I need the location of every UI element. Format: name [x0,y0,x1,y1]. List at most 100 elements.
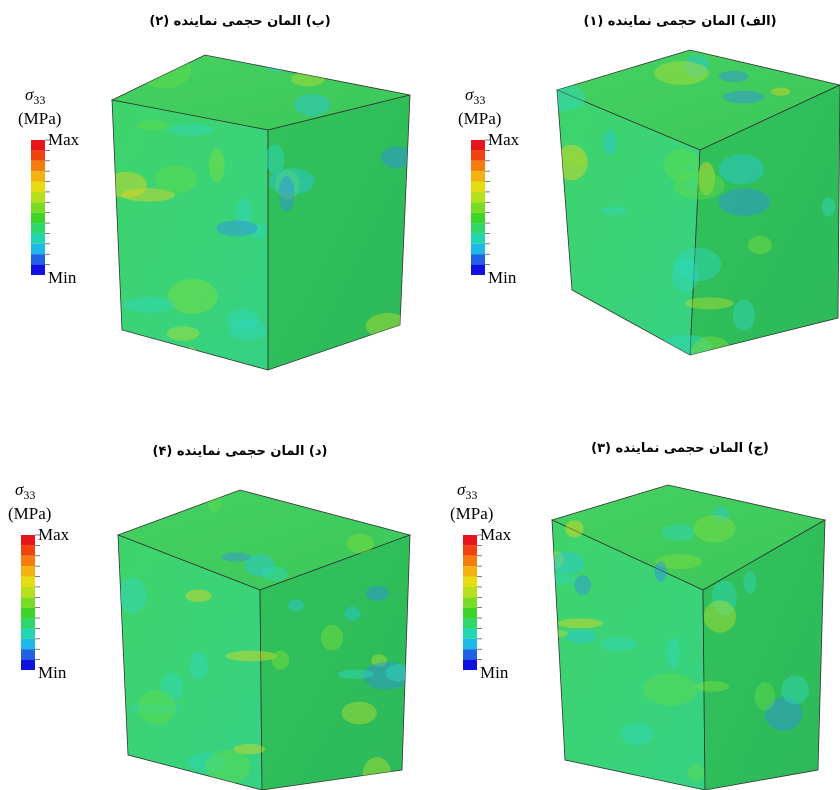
contour-spot [821,197,836,217]
legend-unit: (MPa) [8,504,51,523]
legend-swatch [471,233,485,244]
contour-spot [732,299,755,331]
contour-spot [365,585,389,601]
contour-spot [566,629,597,644]
legend-unit: (MPa) [450,504,493,523]
contour-spot [754,682,776,711]
contour-spot [603,130,617,156]
contour-spots [112,55,410,370]
contour-spot [341,701,377,725]
legend-swatch [31,150,45,161]
contour-spot [697,161,716,196]
legend-swatch [471,264,485,275]
contour-spot [693,514,736,543]
contour-spot [123,297,175,313]
legend-swatch [21,535,35,546]
legend-swatch [463,597,477,608]
contour-spot [233,743,266,755]
legend-swatch [31,233,45,244]
legend-swatch [463,607,477,619]
legend-swatch [21,555,35,567]
contour-spot [688,763,705,782]
contour-spot [160,672,183,702]
contour-spot [363,661,410,690]
legend-swatch [471,243,485,255]
panel: (ج) المان حجمی نماینده (۳) σ33 (MPa) Max Min [450,441,827,790]
legend-swatch [463,649,477,660]
legend-swatch [31,243,45,255]
contour-spot [748,235,772,254]
contour-spot [771,87,791,96]
contour-spot [185,589,212,603]
contour-spot [207,490,222,513]
legend-swatch [21,649,35,660]
panel: (ب) المان حجمی نماینده (۲) σ33 (MPa) Max Min [18,14,411,371]
legend-swatch [31,202,45,213]
contour-spot [236,198,252,231]
contour-spot [187,752,227,772]
contour-spot [673,171,725,200]
contour-spot [229,319,267,341]
legend-swatch [21,638,35,650]
contour-spot [621,722,654,746]
legend-swatch [471,171,485,182]
contour-spot [557,144,588,181]
caption: (د) المان حجمی نماینده (۴) [153,444,328,459]
contour-spot [765,697,803,731]
contour-spot [119,577,147,614]
contour-spot [661,524,695,542]
contour-spot [557,618,603,629]
contour-spot [684,297,734,310]
legend-swatch [471,140,485,151]
legend-swatch [21,576,35,587]
cube-side [689,84,840,356]
contour-spot [718,70,749,82]
legend-swatch [471,254,485,265]
contour-spot [167,278,218,315]
contour-spot [596,57,613,66]
legend-max: Max [488,130,520,149]
legend-swatch [463,555,477,567]
contour-spot [155,164,198,194]
contour-spot [112,171,148,198]
contour-spot [146,358,179,370]
legend-swatch [463,535,477,546]
cube [110,54,411,371]
contour-spot [261,566,289,581]
contour-spot [189,651,208,680]
contour-spot [225,650,278,662]
legend-swatch [31,160,45,172]
legend-swatch [21,586,35,598]
legend-swatch [21,545,35,556]
contour-spot [137,55,192,89]
cube-side [267,94,411,371]
legend-swatch [21,618,35,629]
legend-symbol: σ33 [465,85,485,107]
contour-spot [703,600,737,633]
subscript: 33 [465,488,477,502]
contour-spot [320,624,343,651]
contour-spot [337,669,374,680]
legend-symbol: σ33 [457,480,477,502]
contour-spots [552,485,810,782]
legend-unit: (MPa) [18,109,61,128]
contour-spot [552,551,565,569]
legend-min: Min [48,268,77,287]
contour-spot [686,161,699,192]
contour-spot [663,148,700,182]
contour-spot [205,749,251,784]
contour-spot [268,168,315,195]
contour-spot [249,224,267,240]
contour-spot [552,551,585,575]
symbol: σ [15,480,24,499]
contour-spot [599,637,637,652]
contour-spot [385,664,410,682]
contour-spot [136,120,169,131]
contour-spot [138,689,177,725]
legend-swatch [31,254,45,265]
legend-swatch [471,150,485,161]
contour-spot [564,150,587,167]
legend-swatch [463,638,477,650]
contour-spot [655,554,703,570]
